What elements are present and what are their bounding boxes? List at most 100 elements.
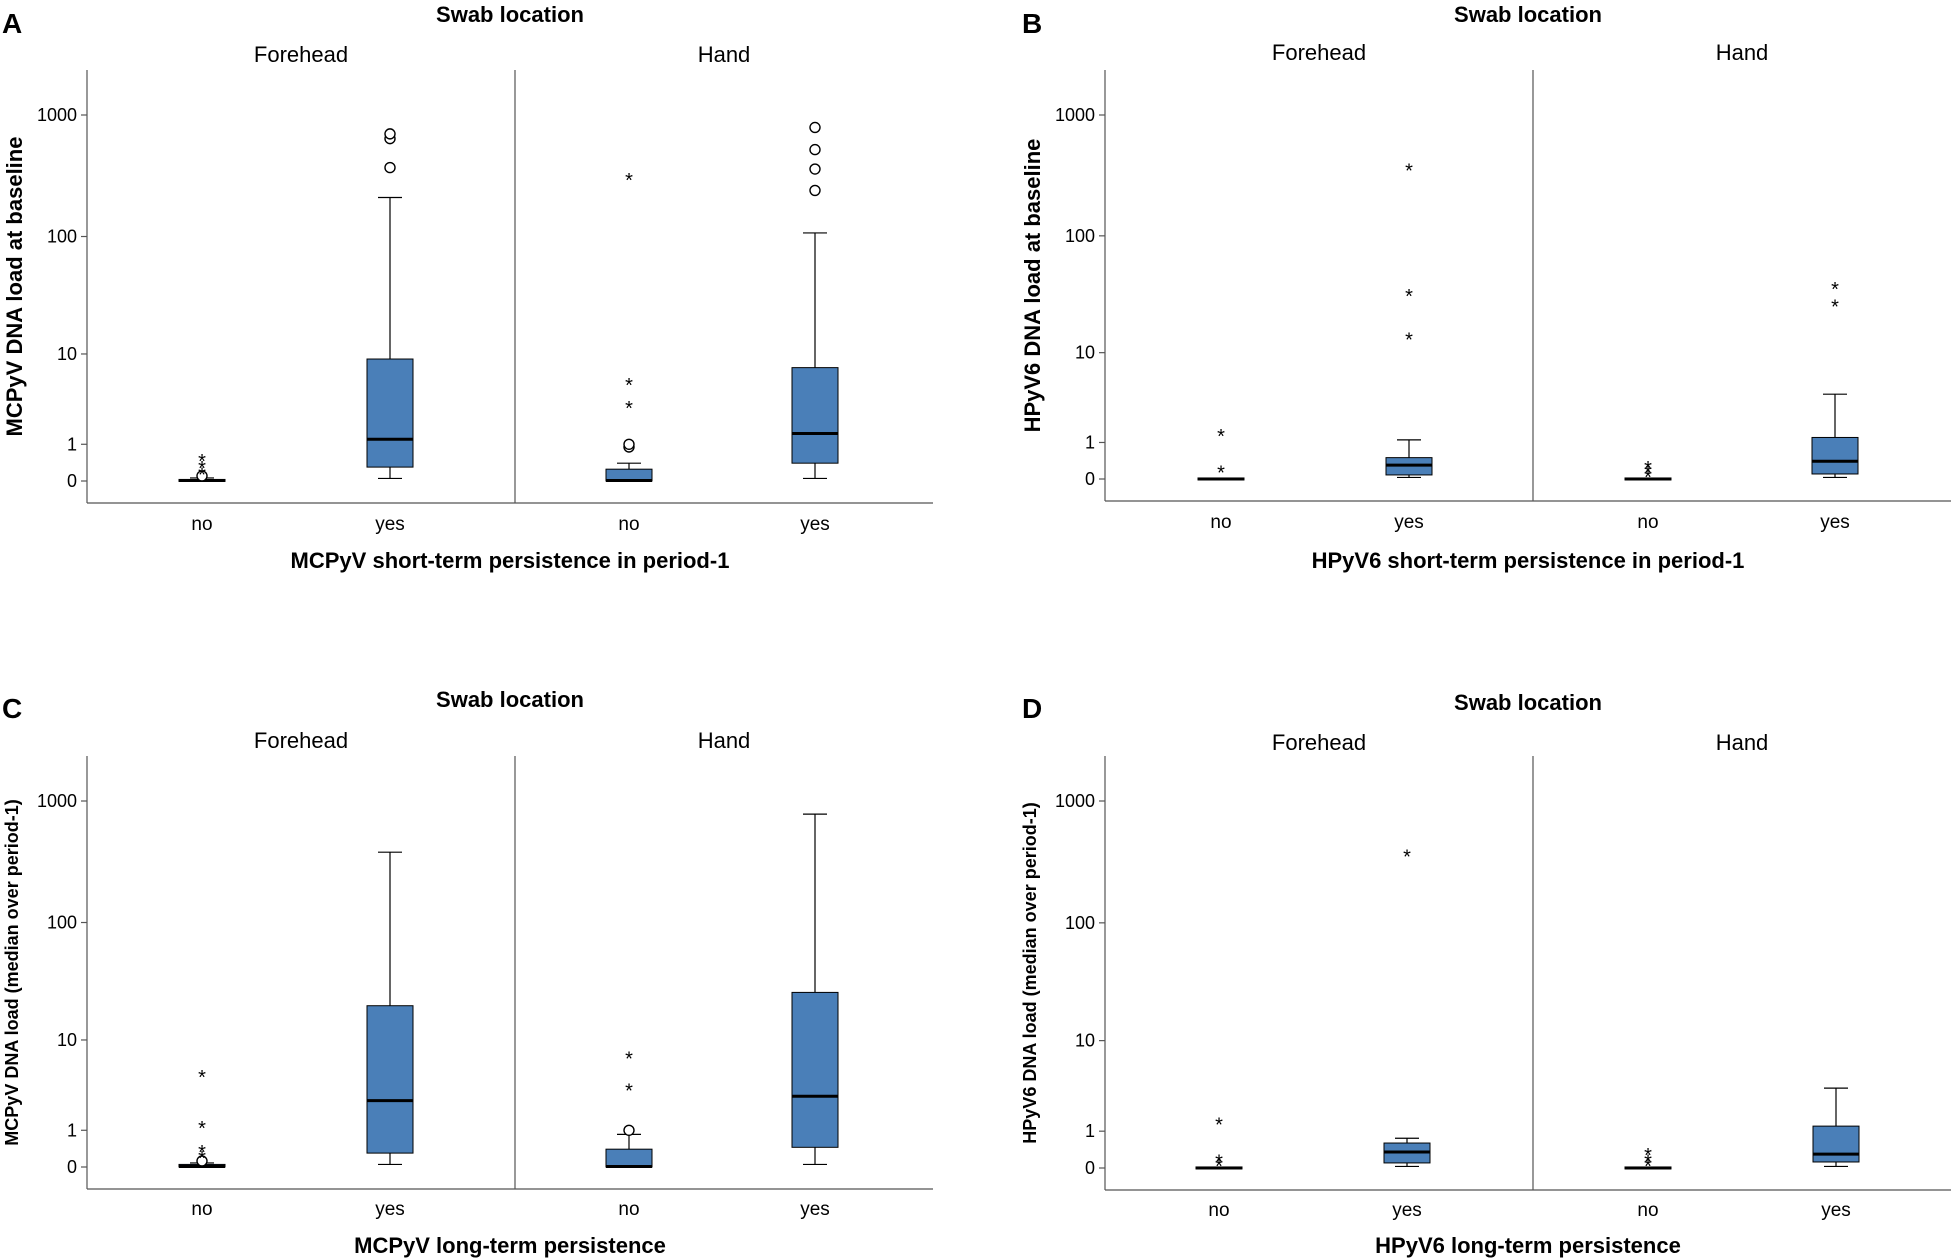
x-axis-title: HPyV6 long-term persistence xyxy=(1375,1233,1681,1258)
outlier-star: * xyxy=(1831,296,1839,318)
y-tick-label: 1 xyxy=(1085,432,1095,452)
box-hand-no: no*** xyxy=(1624,458,1672,533)
outlier-star: * xyxy=(625,375,633,397)
outlier-circle xyxy=(809,184,821,197)
x-category-label: no xyxy=(618,1199,639,1220)
facet-label-hand: Hand xyxy=(1716,730,1769,755)
facet-label-forehead: Forehead xyxy=(1272,730,1366,755)
box-forehead-yes: yes * * * xyxy=(1385,160,1433,533)
outlier-circle xyxy=(809,121,821,134)
outlier-circle xyxy=(809,143,821,156)
outlier-star: * xyxy=(1403,847,1411,869)
x-category-label: no xyxy=(1208,1200,1229,1221)
box-forehead-yes: yes * xyxy=(1383,847,1431,1221)
iqr-box xyxy=(791,991,839,1148)
facet-label-forehead: Forehead xyxy=(254,42,348,67)
panel-d: D Swab location Forehead Hand 0 1 10 100 1000 HPy… xyxy=(1020,690,1951,1258)
facet-label-hand: Hand xyxy=(698,42,751,67)
outlier-circle xyxy=(623,1124,635,1136)
y-tick-label: 1 xyxy=(1085,1121,1095,1141)
x-category-label: no xyxy=(191,1199,212,1220)
outlier-star: * xyxy=(1215,1114,1223,1136)
facet-label-forehead: Forehead xyxy=(1272,40,1366,65)
x-category-label: yes xyxy=(375,514,405,535)
outlier-circle xyxy=(623,438,635,450)
y-tick-label: 10 xyxy=(57,344,77,364)
x-category-label: yes xyxy=(800,514,830,535)
outlier-star: * xyxy=(1405,329,1413,351)
y-tick-label: 100 xyxy=(47,227,77,247)
swab-location-title: Swab location xyxy=(1454,2,1602,27)
box-hand-yes: yes xyxy=(791,813,839,1220)
box-forehead-no: no**** xyxy=(178,1067,226,1220)
iqr-box xyxy=(366,1005,414,1154)
box-hand-no: no * * xyxy=(605,1049,653,1220)
facet-label-hand: Hand xyxy=(698,728,751,753)
outlier-star: * xyxy=(1831,279,1839,301)
y-tick-label: 0 xyxy=(1085,469,1095,489)
iqr-box xyxy=(791,367,839,464)
swab-location-title: Swab location xyxy=(436,687,584,712)
panel-letter: A xyxy=(2,8,22,39)
box-hand-no: no*** xyxy=(605,170,653,535)
panel-a: A Swab location Forehead Hand 0 1 10 100 1000 MCP… xyxy=(2,2,933,573)
outlier-star: * xyxy=(1644,462,1652,484)
iqr-box xyxy=(1812,1125,1860,1163)
x-category-label: yes xyxy=(1821,1200,1851,1221)
y-tick-label: 1 xyxy=(67,434,77,454)
x-axis-title: MCPyV short-term persistence in period-1 xyxy=(291,548,730,573)
x-category-label: yes xyxy=(800,1199,830,1220)
outlier-star: * xyxy=(198,1142,206,1164)
outlier-star: * xyxy=(1644,1145,1652,1167)
box-forehead-no: no *** xyxy=(178,451,226,535)
y-tick-label: 1000 xyxy=(37,791,77,811)
y-tick-label: 1000 xyxy=(1055,105,1095,125)
panel-b: B Swab location Forehead Hand 0 1 10 100 1000 HPy… xyxy=(1020,2,1951,573)
outlier-star: * xyxy=(625,1080,633,1102)
swab-location-title: Swab location xyxy=(436,2,584,27)
outlier-star: * xyxy=(1644,467,1652,489)
x-category-label: yes xyxy=(1394,512,1424,533)
box-forehead-yes: yes xyxy=(366,851,414,1220)
iqr-box xyxy=(366,358,414,468)
box-hand-yes: yes xyxy=(791,121,839,535)
x-category-label: yes xyxy=(1392,1200,1422,1221)
swab-location-title: Swab location xyxy=(1454,690,1602,715)
outlier-star: * xyxy=(1644,1151,1652,1173)
x-category-label: no xyxy=(191,514,212,535)
facet-label-forehead: Forehead xyxy=(254,728,348,753)
outlier-star: * xyxy=(625,1049,633,1071)
box-hand-yes: yes xyxy=(1812,1087,1860,1221)
outlier-circle xyxy=(809,163,821,175)
x-category-label: yes xyxy=(375,1199,405,1220)
outlier-star: * xyxy=(198,458,206,480)
facet-label-hand: Hand xyxy=(1716,40,1769,65)
y-tick-label: 0 xyxy=(67,1157,77,1177)
x-category-label: no xyxy=(1210,512,1231,533)
outlier-circle xyxy=(196,470,208,482)
y-axis-title: MCPyV DNA load (median over period-1) xyxy=(2,799,22,1145)
outlier-circle xyxy=(384,161,396,174)
outlier-star: * xyxy=(1644,1156,1652,1178)
y-tick-label: 1000 xyxy=(1055,791,1095,811)
y-axis-title: HPyV6 DNA load at baseline xyxy=(1020,139,1045,433)
y-tick-label: 10 xyxy=(1075,1031,1095,1051)
y-axis-title: HPyV6 DNA load (median over period-1) xyxy=(1020,802,1040,1143)
y-tick-label: 100 xyxy=(1065,913,1095,933)
x-category-label: no xyxy=(618,514,639,535)
y-tick-label: 10 xyxy=(1075,343,1095,363)
box-forehead-no: no * * xyxy=(1197,426,1245,533)
outlier-circle xyxy=(384,128,396,140)
y-axis-title: MCPyV DNA load at baseline xyxy=(2,137,27,437)
y-tick-label: 10 xyxy=(57,1030,77,1050)
panel-letter: B xyxy=(1022,8,1042,39)
iqr-box xyxy=(605,1148,653,1168)
y-tick-label: 0 xyxy=(1085,1158,1095,1178)
x-category-label: yes xyxy=(1820,512,1850,533)
panel-letter: C xyxy=(2,693,22,724)
outlier-star: * xyxy=(198,1118,206,1140)
box-hand-no: no*** xyxy=(1624,1145,1672,1221)
outlier-star: * xyxy=(198,464,206,486)
outlier-star: * xyxy=(1215,1151,1223,1173)
